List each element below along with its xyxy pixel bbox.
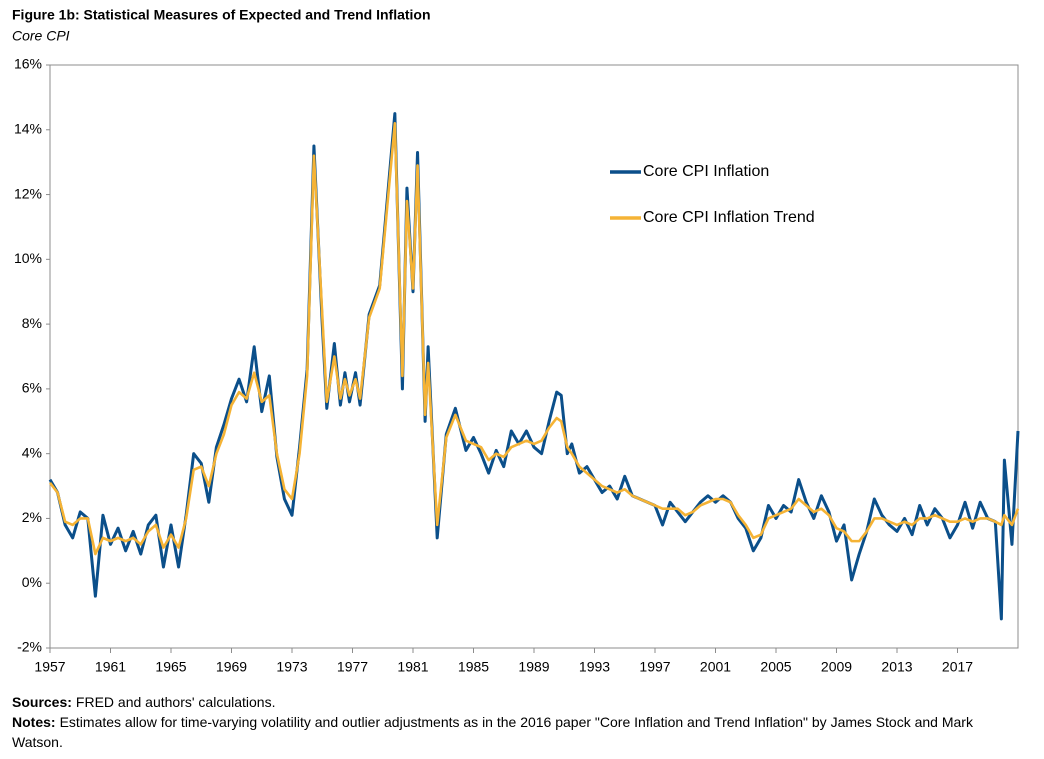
plot-frame — [49, 64, 1019, 649]
note: Sources: FRED and authors' calculations. — [12, 692, 1022, 712]
x-tick-label: 1997 — [639, 659, 670, 675]
y-tick-label: 2% — [22, 509, 42, 525]
x-tick-label: 1993 — [579, 659, 610, 675]
series-line — [48, 122, 1020, 556]
chart: Figure 1b: Statistical Measures of Expec… — [12, 7, 1020, 675]
x-tick-label: 1973 — [276, 659, 307, 675]
x-tick-label: 1981 — [397, 659, 428, 675]
x-tick-label: 2009 — [821, 659, 852, 675]
x-tick-label: 1985 — [458, 659, 489, 675]
x-tick-label: 2001 — [700, 659, 731, 675]
legend-label: Core CPI Inflation Trend — [643, 209, 815, 226]
x-tick-label: 2017 — [942, 659, 973, 675]
x-tick-label: 2013 — [881, 659, 912, 675]
note-text: FRED and authors' calculations. — [75, 694, 276, 710]
note-text: Estimates allow for time-varying volatil… — [12, 714, 973, 750]
y-tick-label: -2% — [17, 639, 42, 655]
y-tick-label: 10% — [14, 250, 42, 266]
x-tick-label: 1957 — [34, 659, 65, 675]
y-tick-label: 16% — [14, 56, 42, 72]
note-label: Sources: — [12, 694, 72, 710]
series-line — [48, 112, 1020, 621]
notes: Sources: FRED and authors' calculations. N… — [12, 692, 1022, 752]
y-tick-label: 0% — [22, 574, 42, 590]
y-tick-label: 6% — [22, 380, 42, 396]
y-tick-label: 4% — [22, 444, 42, 460]
x-tick-label: 1969 — [216, 659, 247, 675]
x-tick-label: 1965 — [155, 659, 186, 675]
note-label: Notes: — [12, 714, 56, 730]
legend-label: Core CPI Inflation — [643, 163, 769, 180]
y-tick-label: 14% — [14, 120, 42, 136]
x-tick-label: 1977 — [337, 659, 368, 675]
chart-subtitle: Core CPI — [12, 28, 70, 44]
x-tick-label: 1989 — [518, 659, 549, 675]
x-tick-label: 1961 — [95, 659, 126, 675]
note: Notes: Estimates allow for time-varying v… — [12, 712, 1022, 752]
chart-title: Figure 1b: Statistical Measures of Expec… — [12, 7, 431, 23]
x-tick-label: 2005 — [760, 659, 791, 675]
y-tick-label: 8% — [22, 315, 42, 331]
y-tick-label: 12% — [14, 185, 42, 201]
